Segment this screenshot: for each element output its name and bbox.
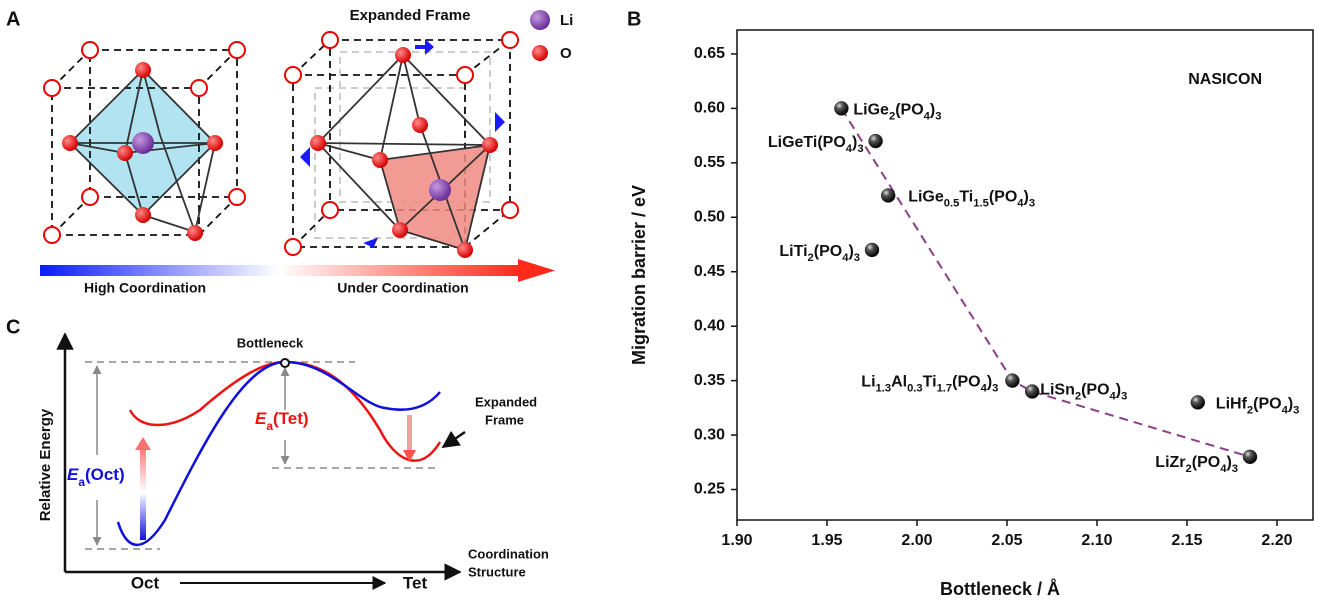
point [868,133,883,149]
under-coordination: Under Coordination [337,280,468,296]
y-tick-label: 0.40 [694,317,725,334]
panel-b: B NASICON Bottleneck / Å Migration barri… [627,8,1314,599]
y-tick-label: 0.25 [694,481,725,498]
x-axis-label: Bottleneck / Å [940,579,1060,599]
panel-label: A [6,8,20,30]
frame-title: Expanded Frame [350,7,471,24]
cube-right [284,31,519,258]
point [880,188,896,203]
x-tick-label: 2.15 [1171,532,1202,549]
x-tick-label: 2.00 [901,532,932,549]
y-tick-label: 0.60 [694,100,725,117]
oct-label: Oct [131,573,160,592]
panel-label: C [6,316,20,338]
x-tick-label: 2.10 [1081,532,1112,549]
x-axis-label: Coordination [468,546,549,561]
y-tick-label: 0.50 [694,209,725,226]
x-tick-label: 2.20 [1261,532,1292,549]
trend-line [840,107,1251,458]
point [864,242,880,258]
y-axis-label: Relative Energy [37,408,54,521]
x-tick-label: 1.95 [811,532,842,549]
bottleneck-label: Bottleneck [237,335,304,350]
point [1005,373,1020,388]
point [1024,384,1040,399]
legend-li: Li [560,12,573,29]
panel-c: C Bottleneck Ea(Tet) Ea(Oct) Expanded Fr… [6,316,549,592]
cube-left [43,41,246,244]
point-label: Li1.3Al0.3Ti1.7(PO4)3 [861,374,998,395]
point-label: LiGe0.5Ti1.5(PO4)3 [908,189,1035,210]
point-label: LiGe2(PO4)3 [853,102,941,123]
y-tick-label: 0.35 [694,372,725,389]
expanded-label: Frame [485,412,524,427]
point [1190,395,1206,410]
y-axis-label: Migration barrier / eV [629,185,649,365]
gradient-bar [40,265,518,276]
point-label: LiGeTi(PO4)3 [768,134,864,155]
point-label: LiZr2(PO4)3 [1155,454,1238,475]
ea-tet: Ea(Tet) [255,409,309,433]
x-tick-label: 2.05 [991,532,1022,549]
y-tick-label: 0.65 [694,45,725,62]
point-label: LiSn2(PO4)3 [1040,382,1127,403]
gradient-arrowhead [518,259,555,282]
legend-o: O [560,45,572,62]
point-label: LiTi2(PO4)3 [779,243,860,264]
y-tick-label: 0.55 [694,154,725,171]
x-axis-label: Structure [468,564,526,579]
point [1242,449,1258,465]
panel-label: B [627,8,641,30]
panel-a: A [6,7,573,296]
high-coordination: High Coordination [84,280,206,296]
plot-frame [736,29,1314,521]
y-tick-label: 0.45 [694,263,725,280]
expanded-label: Expanded [475,394,537,409]
ea-oct: Ea(Oct) [67,465,125,489]
tet-label: Tet [403,573,428,592]
point [834,101,849,116]
point-label: LiHf2(PO4)3 [1216,396,1300,417]
y-tick-label: 0.30 [694,426,725,443]
x-tick-label: 1.90 [721,532,752,549]
annotation: NASICON [1188,71,1262,88]
